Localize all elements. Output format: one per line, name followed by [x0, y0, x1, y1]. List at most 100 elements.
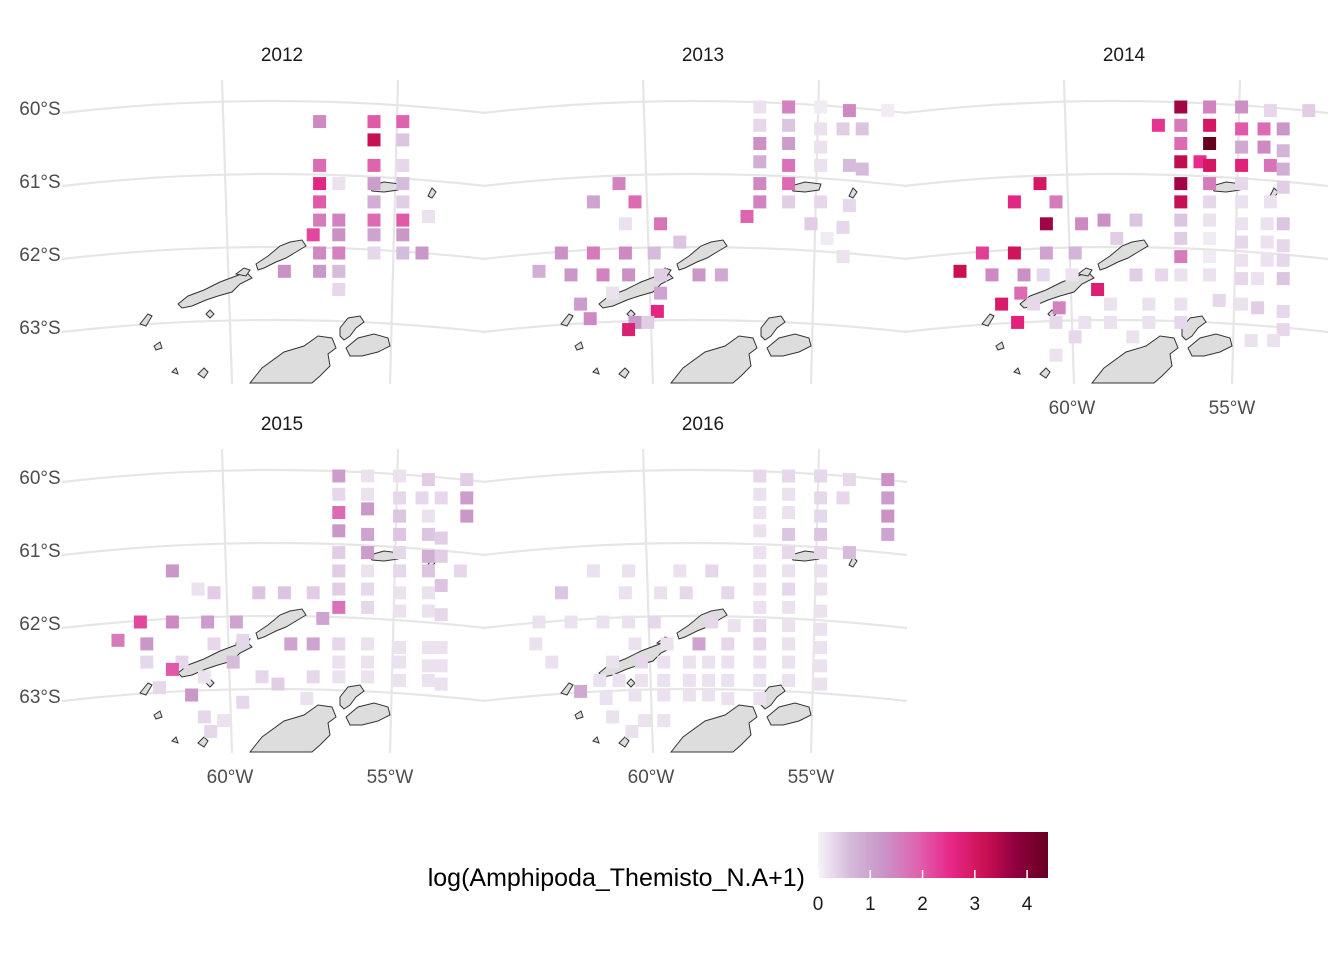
- station-cell: [367, 177, 381, 191]
- station-cell: [1174, 177, 1188, 191]
- station-cell: [1174, 100, 1188, 114]
- station-cell: [313, 177, 327, 191]
- station-cell: [814, 509, 828, 523]
- station-cell: [529, 637, 543, 651]
- station-cell: [1203, 268, 1217, 282]
- graticule-lon: [220, 448, 234, 754]
- station-cell: [332, 655, 346, 669]
- graticule-lat: [61, 172, 487, 188]
- station-cell: [415, 246, 429, 260]
- station-cell: [1276, 144, 1290, 158]
- station-cell: [277, 586, 291, 600]
- station-cell: [361, 487, 375, 501]
- panel-title: 2014: [1103, 45, 1146, 66]
- station-cell: [673, 235, 687, 249]
- station-cell: [1174, 231, 1188, 245]
- station-cell: [647, 615, 661, 629]
- station-cell: [1039, 217, 1053, 231]
- station-cell: [654, 268, 668, 282]
- station-cell: [1244, 334, 1258, 348]
- station-cell: [1033, 177, 1047, 191]
- station-cell: [782, 137, 796, 150]
- station-cell: [564, 268, 578, 282]
- station-cell: [622, 564, 636, 578]
- station-cell: [753, 100, 767, 114]
- station-cell: [593, 673, 607, 687]
- station-cell: [1235, 195, 1249, 209]
- station-cell: [842, 158, 856, 172]
- station-cell: [1174, 118, 1188, 132]
- station-cell: [753, 195, 767, 209]
- station-cell: [782, 582, 796, 596]
- station-cell: [1251, 272, 1265, 286]
- station-cell: [596, 268, 610, 282]
- y-tick-label: 63°S: [19, 318, 60, 339]
- station-cell: [753, 524, 767, 538]
- graticule-lat: [61, 99, 487, 115]
- station-cell: [434, 549, 448, 563]
- station-cell: [421, 659, 435, 673]
- station-cell: [313, 158, 327, 172]
- station-cell: [820, 231, 834, 245]
- station-cell: [753, 469, 767, 483]
- station-cell: [1129, 213, 1143, 227]
- station-cell: [1257, 122, 1271, 136]
- station-cell: [434, 659, 448, 673]
- station-cell: [393, 491, 407, 505]
- station-cell: [1174, 315, 1188, 329]
- station-cell: [393, 509, 407, 523]
- station-cell: [361, 564, 375, 578]
- station-cell: [332, 564, 346, 578]
- station-cell: [586, 246, 600, 260]
- station-cell: [421, 509, 435, 523]
- graticule-lat: [61, 318, 487, 334]
- station-cell: [332, 469, 346, 483]
- station-cell: [1235, 122, 1249, 136]
- station-cell: [753, 546, 767, 560]
- graticule-lat: [482, 172, 908, 188]
- station-cell: [1049, 315, 1063, 329]
- station-cell: [705, 564, 719, 578]
- station-cell: [434, 677, 448, 691]
- station-cell: [1263, 195, 1277, 209]
- station-cell: [1126, 330, 1140, 344]
- station-cell: [628, 195, 642, 209]
- station-cell: [332, 228, 346, 242]
- station-cell: [682, 688, 696, 702]
- station-cell: [1203, 100, 1217, 114]
- station-cell: [165, 615, 179, 629]
- station-cell: [753, 582, 767, 596]
- station-cell: [332, 670, 346, 684]
- station-cell: [721, 655, 735, 669]
- station-cell: [1068, 330, 1082, 344]
- station-cell: [201, 615, 215, 629]
- station-cell: [1027, 297, 1041, 311]
- station-cell: [1129, 268, 1143, 282]
- station-cell: [753, 637, 767, 651]
- station-cell: [714, 268, 728, 282]
- station-cell: [753, 619, 767, 633]
- station-cell: [236, 633, 250, 647]
- station-cell: [657, 655, 671, 669]
- station-cell: [782, 487, 796, 501]
- station-cell: [393, 673, 407, 687]
- station-cell: [682, 655, 696, 669]
- station-cell: [1263, 104, 1277, 118]
- station-cell: [140, 655, 154, 669]
- station-cell: [1276, 162, 1290, 176]
- station-cell: [634, 673, 648, 687]
- station-cell: [1235, 253, 1249, 267]
- station-cell: [842, 199, 856, 213]
- station-cell: [1036, 268, 1050, 282]
- panel-title: 2015: [261, 414, 303, 435]
- station-cell: [574, 297, 588, 311]
- station-cell: [596, 615, 610, 629]
- station-cell: [332, 283, 346, 296]
- station-cell: [606, 286, 620, 300]
- station-cell: [657, 714, 671, 728]
- station-cell: [1155, 268, 1169, 282]
- station-cell: [1267, 334, 1281, 348]
- station-cell: [881, 104, 895, 118]
- station-cell: [393, 655, 407, 669]
- station-cell: [367, 213, 381, 227]
